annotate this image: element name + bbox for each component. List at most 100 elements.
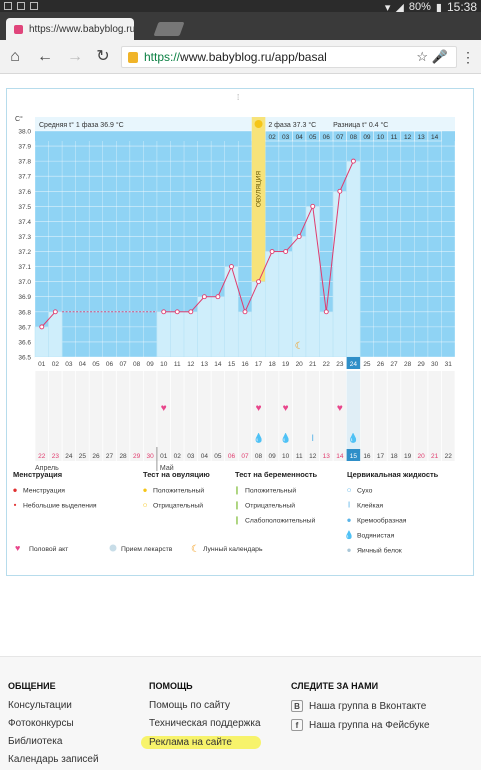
browser-toolbar: ⌂ ← → ↻ https:// www.babyblog.ru/app/bas…	[0, 40, 481, 74]
temperature-bar	[305, 206, 320, 358]
vk-group-link[interactable]: В Наша группа в Вконтакте	[291, 700, 430, 712]
footer-link[interactable]: Консультации	[8, 700, 72, 711]
x-day-label: 08	[133, 361, 141, 368]
cycle-day-label: 20	[418, 453, 426, 460]
overflow-menu-icon[interactable]: ⋮	[461, 49, 475, 65]
new-tab-button[interactable]	[153, 22, 185, 36]
cycle-day-label: 14	[336, 453, 344, 460]
temperature-bar	[156, 311, 171, 358]
cycle-day-label: 24	[65, 453, 73, 460]
x-day-label: 30	[431, 361, 439, 368]
cycle-day-label: 29	[133, 453, 141, 460]
cycle-day-label: 15	[350, 453, 358, 460]
battery-icon: ▮	[435, 1, 442, 14]
intercourse-heart-icon: ♥	[337, 403, 343, 414]
temperature-point	[174, 309, 180, 315]
temperature-line	[217, 266, 232, 297]
cycle-day-label: 18	[390, 453, 398, 460]
cycle-day-label: 02	[174, 453, 182, 460]
temperature-point	[350, 158, 356, 164]
footer-link[interactable]: Библиотека	[8, 736, 63, 747]
temperature-line	[41, 311, 56, 328]
temperature-line	[190, 296, 205, 313]
egg-white-icon: ●	[347, 546, 352, 555]
legend-item-label: Слабоположительный	[245, 517, 315, 525]
temperature-line	[230, 266, 246, 312]
x-day-label: 24	[350, 361, 358, 368]
medication-legend-icon	[109, 544, 117, 552]
watery-fluid-drop-icon: 💧	[348, 432, 359, 443]
y-tick-label: 37.5	[18, 204, 31, 211]
footer-col-follow: СЛЕДИТЕ ЗА НАМИ В Наша группа в Вконтакт…	[291, 681, 430, 738]
legend-item-label: Отрицательный	[245, 502, 295, 510]
temperature-line	[244, 281, 260, 313]
legend-title: Тест на беременность	[235, 470, 318, 479]
resize-grip-icon[interactable]: ⁞	[237, 93, 240, 102]
home-icon[interactable]: ⌂	[10, 48, 20, 65]
top-day-label: 06	[323, 134, 331, 141]
footer-link[interactable]: Техническая поддержка	[149, 718, 261, 729]
watery-fluid-drop-icon: 💧	[253, 432, 264, 443]
intercourse-heart-icon: ♥	[256, 403, 262, 414]
url-scheme: https://	[144, 50, 181, 64]
cycle-day-label: 19	[404, 453, 412, 460]
legend-item-label: Клейкая	[357, 502, 383, 510]
x-day-label: 26	[377, 361, 385, 368]
notification-icon	[4, 2, 12, 10]
footer-link[interactable]: Фотоконкурсы	[8, 718, 74, 729]
x-day-label: 14	[214, 361, 222, 368]
x-day-label: 16	[241, 361, 249, 368]
top-day-label: 04	[296, 134, 304, 141]
legend-item-label: Отрицательный	[153, 502, 203, 510]
footer-link-ads[interactable]: Реклама на сайте	[141, 736, 261, 749]
url-text: www.babyblog.ru/app/basal	[180, 50, 327, 64]
temperature-bar	[48, 311, 63, 358]
top-day-label: 08	[350, 134, 358, 141]
signal-icon: ◢	[395, 1, 404, 14]
top-day-label: 07	[336, 134, 344, 141]
legend-title: Цервикальная жидкость	[347, 470, 439, 479]
microphone-icon[interactable]: 🎤	[431, 49, 448, 64]
intercourse-heart-icon: ♥	[283, 403, 289, 414]
bookmark-star-icon[interactable]: ☆	[416, 49, 428, 64]
cycle-day-label: 16	[363, 453, 371, 460]
browser-tab[interactable]: https://www.babyblog.ru/ap ×	[6, 18, 134, 40]
footer-link[interactable]: Помощь по сайту	[149, 700, 230, 711]
address-bar[interactable]: https:// www.babyblog.ru/app/basal ☆ 🎤	[121, 46, 457, 68]
ovulation-positive-icon: ●	[143, 486, 148, 495]
temperature-point	[242, 309, 248, 315]
facebook-group-link[interactable]: f Наша группа на Фейсбуке	[291, 719, 430, 731]
y-tick-label: 37.7	[18, 174, 31, 181]
cycle-day-label: 11	[296, 453, 303, 460]
temperature-line	[258, 251, 273, 282]
temperature-point	[283, 249, 289, 254]
events-area	[35, 371, 455, 461]
y-tick-label: 37.8	[18, 159, 31, 166]
y-tick-label: 36.5	[18, 355, 31, 362]
footer-heading: ОБЩЕНИЕ	[8, 681, 56, 691]
legend-item-label: Прием лекарств	[121, 546, 173, 553]
temperature-point	[323, 309, 329, 315]
temperature-bar	[237, 311, 253, 358]
cycle-day-label: 27	[106, 453, 114, 460]
footer-link[interactable]: Наша группа в Вконтакте	[309, 700, 427, 712]
x-day-label: 13	[201, 361, 209, 368]
back-arrow-icon[interactable]: ←	[37, 48, 53, 65]
pregnancy-positive-icon: ❙	[234, 486, 241, 495]
cycle-day-label: 28	[119, 453, 127, 460]
cycle-day-label: 10	[282, 453, 290, 460]
legend-item-label: Положительный	[245, 487, 296, 495]
intercourse-legend-icon: ♥	[15, 543, 20, 553]
top-day-label: 09	[363, 134, 371, 141]
x-day-label: 28	[404, 361, 412, 368]
temperature-bar	[210, 296, 225, 358]
footer-link[interactable]: Календарь записей	[8, 754, 99, 765]
footer-col-help: ПОМОЩЬ Помощь по сайту Техническая подде…	[141, 681, 261, 756]
footer-link[interactable]: Наша группа на Фейсбуке	[309, 719, 430, 731]
reload-icon[interactable]: ↻	[96, 48, 110, 65]
x-day-label: 03	[65, 361, 73, 368]
cycle-day-label: 05	[214, 453, 222, 460]
temperature-point	[215, 294, 221, 300]
temperature-bar	[292, 236, 307, 358]
forward-arrow-icon[interactable]: →	[67, 48, 83, 65]
